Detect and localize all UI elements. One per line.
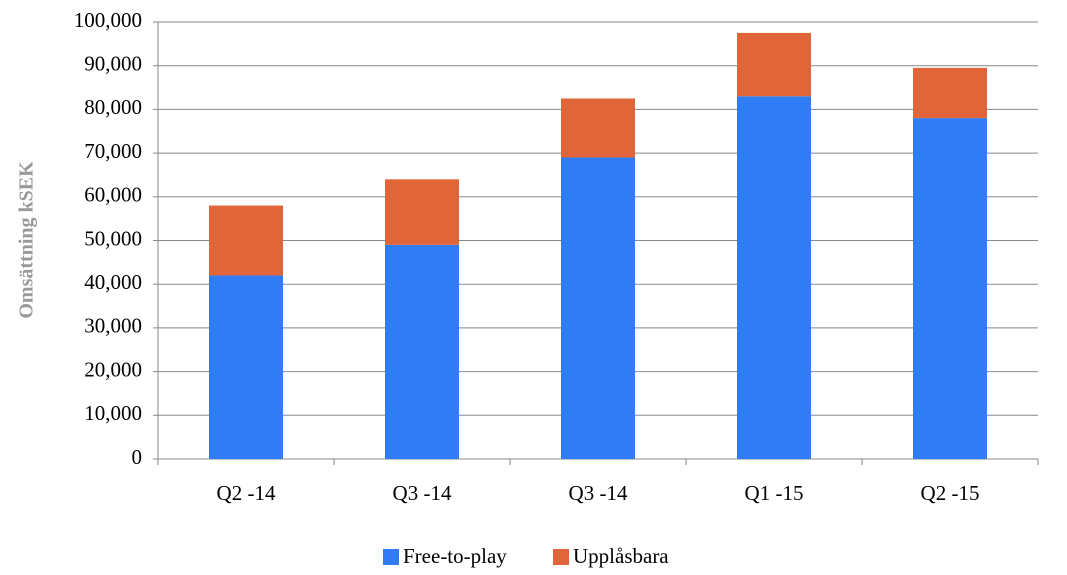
x-tick-label: Q3 -14 [569, 481, 628, 505]
x-tick-label: Q2 -14 [217, 481, 276, 505]
y-tick-label: 80,000 [84, 95, 142, 119]
bar-segment [737, 96, 811, 459]
y-tick-label: 10,000 [84, 401, 142, 425]
y-tick-label: 40,000 [84, 270, 142, 294]
bar-segment [913, 67, 987, 119]
x-tick-label: Q3 -14 [393, 481, 452, 505]
bar-segment [913, 118, 987, 459]
legend-swatch [383, 549, 399, 565]
bar-segment [561, 98, 635, 158]
y-tick-label: 20,000 [84, 357, 142, 381]
y-tick-label: 30,000 [84, 314, 142, 338]
y-tick-label: 50,000 [84, 226, 142, 250]
bar-segment [737, 32, 811, 97]
y-tick-label: 70,000 [84, 139, 142, 163]
bar-segment [385, 244, 459, 459]
y-tick-label: 90,000 [84, 52, 142, 76]
y-axis-label: Omsättning kSEK [16, 161, 38, 319]
x-tick-label: Q1 -15 [745, 481, 804, 505]
bar-segment [385, 179, 459, 245]
legend-label: Free-to-play [403, 544, 507, 568]
bar-segment [209, 205, 283, 276]
x-tick-label: Q2 -15 [921, 481, 980, 505]
legend-label: Upplåsbara [573, 544, 669, 568]
legend-swatch [553, 549, 569, 565]
bar-segment [209, 275, 283, 459]
y-tick-label: 60,000 [84, 183, 142, 207]
y-tick-label: 0 [132, 445, 143, 469]
bar-segment [561, 157, 635, 459]
y-tick-label: 100,000 [74, 8, 142, 32]
